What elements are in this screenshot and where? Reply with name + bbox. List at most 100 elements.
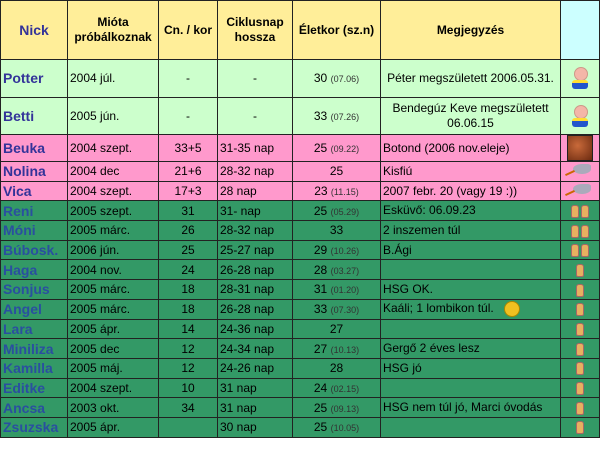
since-cell: 2005 jún. [67, 96, 159, 135]
age-cell: 29 (10.26) [292, 239, 381, 261]
since-cell: 2005 márc. [67, 298, 159, 320]
nick-cell: Miniliza [0, 338, 68, 359]
crossed-fingers-icon [576, 401, 584, 415]
crossed-fingers-icon [576, 421, 584, 435]
nick-cell: Sonjus [0, 279, 68, 300]
table-row: Editke 2004 szept. 10 31 nap 24 (02.15) [0, 377, 600, 399]
cycle-count-cell [158, 416, 218, 438]
age-cell: 25 [292, 161, 381, 182]
crossed-fingers-icon [576, 342, 584, 356]
table-row: Betti 2005 jún. - -33 (07.26) Bendegúz Keve … [0, 96, 600, 135]
since-cell: 2003 okt. [67, 397, 159, 418]
nick-cell: Vica [0, 180, 68, 202]
age-cell: 24 (02.15) [292, 377, 381, 399]
crossed-fingers-double-icon [570, 204, 590, 218]
crossed-fingers-icon [576, 263, 584, 277]
age-value: 29 [313, 243, 328, 258]
table-row: Potter 2004 júl. - -30 (07.06) Péter megszül… [0, 59, 600, 98]
cycle-length-cell: 31- nap [217, 200, 293, 222]
birthday-value: (10.13) [330, 344, 360, 355]
cycle-length-cell: 24-36 nap [217, 318, 293, 340]
note-cell: HSG OK. [380, 279, 561, 300]
age-value: 25 [313, 420, 328, 435]
nick-cell: Zsuzska [0, 416, 68, 438]
status-icon-cell [560, 357, 600, 379]
status-icon-cell [560, 416, 600, 438]
note-cell: Esküvő: 06.09.23 [380, 200, 561, 222]
note-text: Botond (2006 nov.eleje) [383, 140, 510, 155]
status-icon-cell [560, 338, 600, 359]
cycle-count-cell: 21+6 [158, 161, 218, 182]
since-cell: 2004 nov. [67, 259, 159, 281]
note-text: HSG jó [383, 360, 422, 375]
table-row: Nolina 2004 dec 21+6 28-32 nap 25 Kisfiú [0, 161, 600, 182]
note-text: Gergő 2 éves lesz [383, 341, 480, 356]
age-value: 28 [329, 361, 344, 376]
header-row: Nick Mióta próbálkoznak Cn. / kor Ciklusn… [0, 0, 600, 60]
age-cell: 25 (10.05) [292, 416, 381, 438]
birthday-value: (10.26) [330, 246, 360, 257]
header-since: Mióta próbálkoznak [67, 0, 159, 60]
birthday-value: (10.05) [330, 423, 360, 434]
cycle-count-cell: 18 [158, 279, 218, 300]
since-cell: 2005 máj. [67, 357, 159, 379]
table-row: Zsuzska 2005 ápr. 30 nap 25 (10.05) [0, 416, 600, 438]
age-value: 25 [313, 203, 328, 218]
cycle-count-cell: 18 [158, 298, 218, 320]
age-cell: 25 (05.29) [292, 200, 381, 222]
cycle-count-cell: 25 [158, 239, 218, 261]
note-cell: B.Ági [380, 239, 561, 261]
nick-cell: Angel [0, 298, 68, 320]
age-cell: 33 (07.26) [292, 96, 381, 135]
note-cell [380, 416, 561, 438]
cycle-count-cell: 12 [158, 357, 218, 379]
crossed-fingers-icon [576, 283, 584, 297]
birthday-value: (01.20) [330, 285, 360, 296]
table-row: Haga 2004 nov. 24 26-28 nap 28 (03.27) [0, 259, 600, 281]
header-cycle-length: Ciklusnap hossza [217, 0, 293, 60]
age-cell: 28 (03.27) [292, 259, 381, 281]
cycle-length-cell: - [217, 59, 293, 98]
cycle-length-cell: 31 nap [217, 377, 293, 399]
note-cell: Kaáli; 1 lombikon túl. [380, 298, 561, 320]
sad-smiley-icon [503, 301, 520, 318]
age-cell: 27 [292, 318, 381, 340]
nick-cell: Editke [0, 377, 68, 399]
nick-cell: Haga [0, 259, 68, 281]
header-note: Megjegyzés [380, 0, 561, 60]
age-cell: 33 (07.30) [292, 298, 381, 320]
age-cell: 27 (10.13) [292, 338, 381, 359]
note-text: 2 inszemen túl [383, 222, 461, 237]
cycle-length-cell: 25-27 nap [217, 239, 293, 261]
since-cell: 2005 ápr. [67, 416, 159, 438]
nick-cell: Kamilla [0, 357, 68, 379]
note-cell [380, 318, 561, 340]
birthday-value: (07.26) [330, 111, 360, 122]
since-cell: 2005 ápr. [67, 318, 159, 340]
age-cell: 25 (09.13) [292, 397, 381, 418]
header-icon [560, 0, 600, 60]
nick-cell: Búbosk. [0, 239, 68, 261]
table-row: Lara 2005 ápr. 14 24-36 nap 27 [0, 318, 600, 340]
age-value: 27 [313, 341, 328, 356]
cycle-count-cell: - [158, 96, 218, 135]
stork-icon [565, 162, 595, 180]
note-text: 2007 febr. 20 (vagy 19 :)) [383, 183, 518, 198]
age-cell: 25 (09.22) [292, 134, 381, 162]
cycle-count-cell: 26 [158, 220, 218, 241]
header-cycle-line2: hossza [234, 30, 276, 44]
cycle-length-cell: 30 nap [217, 416, 293, 438]
status-icon-cell [560, 279, 600, 300]
table-row: Sonjus 2005 márc. 18 28-31 nap 31 (01.20) HSG… [0, 279, 600, 300]
table-row: Ancsa 2003 okt. 34 31 nap 25 (09.13) HSG nem … [0, 397, 600, 418]
since-cell: 2005 dec [67, 338, 159, 359]
age-value: 24 [313, 380, 328, 395]
age-cell: 30 (07.06) [292, 59, 381, 98]
birthday-value: (07.30) [330, 305, 360, 316]
nick-cell: Nolina [0, 161, 68, 182]
since-cell: 2004 szept. [67, 377, 159, 399]
since-cell: 2005 márc. [67, 279, 159, 300]
status-icon-cell [560, 377, 600, 399]
cycle-length-cell: 31-35 nap [217, 134, 293, 162]
cycle-length-cell: 28-32 nap [217, 161, 293, 182]
